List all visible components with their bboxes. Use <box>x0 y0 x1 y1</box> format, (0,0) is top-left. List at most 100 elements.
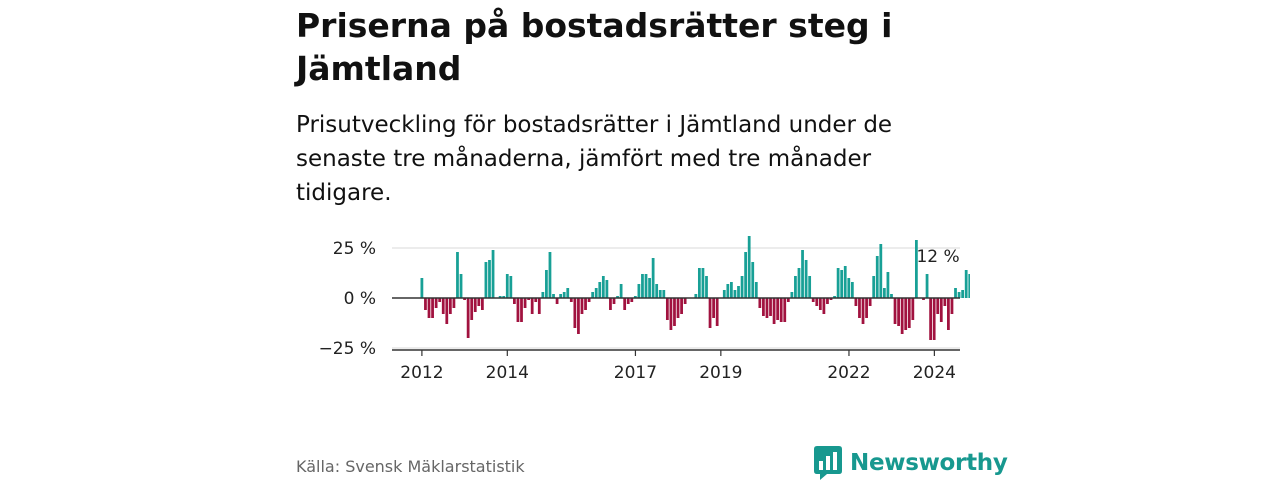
bar <box>872 276 876 298</box>
bar <box>843 266 847 298</box>
bar <box>822 298 826 314</box>
bar <box>577 298 580 334</box>
bar <box>569 298 573 302</box>
latest-value-annotation: 12 % <box>916 247 959 267</box>
bar <box>762 298 765 316</box>
bar <box>552 294 555 298</box>
bar <box>694 294 698 298</box>
bar <box>605 280 609 298</box>
bar <box>637 284 641 298</box>
bar <box>904 298 908 330</box>
bar <box>548 252 552 298</box>
bar <box>516 298 520 322</box>
bar <box>456 252 459 298</box>
y-tick-label: 25 % <box>333 239 376 259</box>
bar <box>594 288 598 298</box>
bar <box>559 294 563 298</box>
bar <box>875 256 879 298</box>
bar <box>509 276 513 298</box>
bar <box>701 268 705 298</box>
bar <box>498 296 502 298</box>
bar <box>502 296 506 298</box>
x-tick-label: 2022 <box>827 363 870 383</box>
bar <box>861 298 865 324</box>
bar <box>466 298 470 338</box>
bar <box>818 298 822 310</box>
bar <box>566 288 570 298</box>
x-tick-label: 2017 <box>614 363 657 383</box>
bar <box>680 298 683 314</box>
bar <box>587 298 591 302</box>
bar <box>555 298 559 304</box>
bar <box>744 252 748 298</box>
bar <box>939 298 943 322</box>
bar <box>715 298 719 326</box>
bar <box>541 292 545 298</box>
bar <box>886 272 890 298</box>
bar <box>907 298 911 328</box>
bar <box>448 298 452 314</box>
bar <box>840 270 844 298</box>
bar <box>882 288 886 298</box>
bar <box>947 298 950 330</box>
bar <box>630 298 634 302</box>
brand-name: Newsworthy <box>850 450 1008 476</box>
bar <box>929 298 933 340</box>
bar <box>900 298 904 334</box>
bar <box>868 298 872 306</box>
bar <box>890 294 893 298</box>
bar <box>626 298 630 304</box>
bar <box>562 292 566 298</box>
gridlines <box>392 247 960 349</box>
price-change-bar-chart: 25 % 0 % −25 % 2012 2014 2017 2019 2022 2024 12 % <box>319 236 970 383</box>
bar <box>730 282 733 298</box>
bar <box>765 298 769 318</box>
bar <box>697 268 701 298</box>
bar <box>665 298 669 320</box>
bar <box>669 298 673 330</box>
bar <box>936 298 940 314</box>
chart-subtitle: Prisutveckling för bostadsrätter i Jämtl… <box>296 112 893 206</box>
bar <box>427 298 431 318</box>
bar <box>769 298 772 316</box>
bar <box>641 274 644 298</box>
bar <box>584 298 587 310</box>
bar <box>441 298 445 314</box>
bar <box>633 296 637 298</box>
bar <box>879 244 883 298</box>
bar <box>811 298 815 302</box>
newsworthy-brand[interactable]: Newsworthy <box>814 446 1008 480</box>
bar <box>463 298 466 300</box>
bar <box>513 298 516 304</box>
bar <box>801 250 804 298</box>
bar <box>950 298 954 314</box>
bar <box>655 284 659 298</box>
bars <box>420 236 970 340</box>
bar <box>580 298 584 314</box>
bar <box>484 262 488 298</box>
bar <box>726 284 730 298</box>
bar <box>794 276 797 298</box>
y-tick-label: −25 % <box>319 339 376 359</box>
bar <box>779 298 783 322</box>
bar <box>459 274 463 298</box>
bar <box>968 274 970 298</box>
bar <box>964 270 968 298</box>
bar <box>431 298 434 318</box>
bar <box>598 282 602 298</box>
bar <box>623 298 627 310</box>
bar <box>786 298 790 302</box>
bar <box>797 268 801 298</box>
bar <box>619 284 623 298</box>
bar <box>847 278 851 298</box>
bar <box>658 290 662 298</box>
bar <box>530 298 534 314</box>
bar <box>925 274 929 298</box>
bar <box>705 276 708 298</box>
bar <box>826 298 829 304</box>
bar <box>452 298 456 308</box>
bar <box>683 298 687 304</box>
bar <box>776 298 780 320</box>
bar <box>932 298 936 340</box>
bar <box>804 260 808 298</box>
